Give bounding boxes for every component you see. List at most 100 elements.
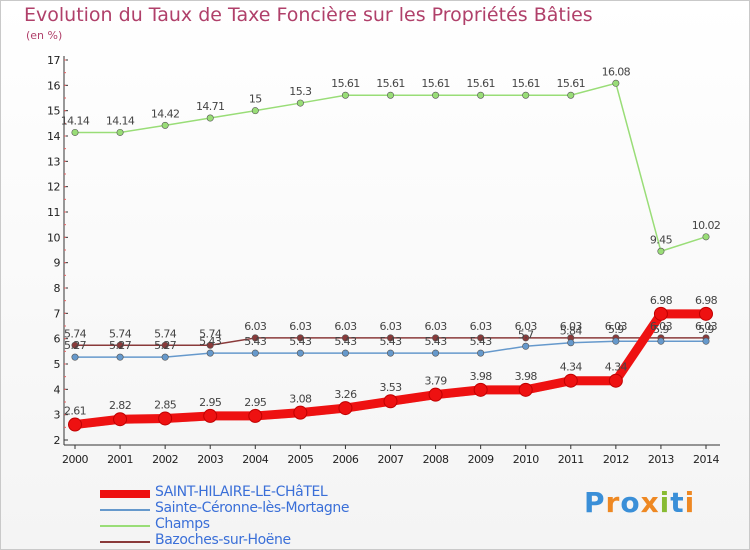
logo-letter: i [684,486,696,519]
x-tick-label: 2010 [513,453,539,466]
data-label: 5.84 [560,325,583,338]
data-point [116,341,124,349]
data-label: 16.08 [602,65,631,78]
data-label: 5.27 [154,339,177,352]
data-label: 3.08 [289,393,312,406]
data-label: 6.03 [379,320,402,333]
data-label: 6.03 [425,320,448,333]
data-point [296,349,304,357]
data-point [383,394,398,409]
y-tick-label: 4 [54,383,61,396]
data-label: 14.14 [106,114,135,127]
axes: 2 3 4 5 6 7 8 9 10 11 12 13 14 15 16 17 2000 2001 2002 2003… [47,54,720,466]
x-tick-label: 2008 [423,453,449,466]
data-label: 5.74 [109,327,132,340]
data-point [699,306,713,321]
data-label: 5.27 [109,339,132,352]
legend-item-champs: Champs [100,516,420,534]
x-tick-label: 2009 [468,453,494,466]
data-label: 5.9 [608,323,624,336]
x-tick-label: 2007 [378,453,404,466]
x-tick-label: 2013 [648,453,674,466]
data-label: 10.02 [692,219,721,232]
data-label: 6.03 [650,320,673,333]
y-tick-label: 15 [47,105,60,118]
data-label: 14.42 [151,107,180,120]
data-point [251,334,259,342]
data-point [657,247,665,255]
y-tick-label: 8 [54,282,61,295]
data-label: 15 [249,93,262,106]
data-point [473,382,488,397]
data-label: 15.61 [466,77,495,90]
data-point [248,408,263,423]
data-label: 5.43 [379,335,402,348]
data-label: 5.9 [653,323,669,336]
data-label: 3.26 [334,388,357,401]
data-point [428,387,443,402]
data-label: 4.34 [605,361,628,374]
logo-letter: i [659,486,671,519]
data-label: 2.95 [244,396,267,409]
data-label: 5.74 [154,327,177,340]
logo-letter: t [670,486,685,519]
legend-label: Champs [155,516,210,532]
data-point [702,337,710,345]
data-point [653,306,668,321]
data-point [612,337,620,345]
x-tick-label: 2001 [107,453,133,466]
data-point [477,91,485,99]
y-tick-label: 5 [54,358,61,371]
data-point [116,353,124,361]
data-point [68,417,82,432]
data-label: 3.98 [470,370,493,383]
legend-swatch-sainte-ceronne [100,509,150,511]
data-label: 9.45 [650,233,673,246]
data-label: 2.61 [64,405,86,418]
logo-letter: r [605,486,621,519]
data-label: 6.98 [695,294,718,307]
x-tick-label: 2000 [62,453,88,466]
data-point [71,341,79,349]
data-point [158,411,173,426]
data-point [386,334,394,342]
legend-swatch-champs [100,525,150,527]
data-label: 5.43 [470,335,493,348]
data-label: 14.14 [61,114,90,127]
data-label: 5.43 [289,335,312,348]
data-label: 5.7 [518,328,534,341]
data-point [338,401,353,416]
data-point [296,334,304,342]
data-label: 6.03 [244,320,267,333]
series-lines [68,79,713,432]
x-tick-label: 2005 [287,453,313,466]
data-point [206,341,214,349]
proxiti-logo: Proxiti [584,486,695,519]
data-labels: 14.14 14.14 14.42 14.71 15 15.3 15.61 15.61 15.6… [61,65,721,417]
data-point [386,349,394,357]
data-point [113,412,128,427]
data-point [341,91,349,99]
data-label: 5.74 [199,327,222,340]
y-tick-label: 9 [54,257,61,270]
data-point [251,349,259,357]
data-point [522,342,530,350]
data-point [522,334,530,342]
data-label: 15.61 [376,77,405,90]
y-tick-label: 7 [54,307,61,320]
unit-label: (en %) [26,29,63,42]
data-point [567,339,575,347]
data-point [161,341,169,349]
data-point [341,349,349,357]
x-tick-label: 2014 [693,453,719,466]
legend-item-saint-hilaire: SAINT-HILAIRE-LE-CHâTEL [100,484,420,502]
data-label: 6.03 [515,320,538,333]
data-point [203,408,218,423]
data-label: 14.71 [196,100,225,113]
data-point [432,349,440,357]
data-label: 2.85 [154,398,177,411]
y-tick-label: 12 [47,181,60,194]
data-point [608,373,623,388]
data-label: 5.43 [199,335,222,348]
